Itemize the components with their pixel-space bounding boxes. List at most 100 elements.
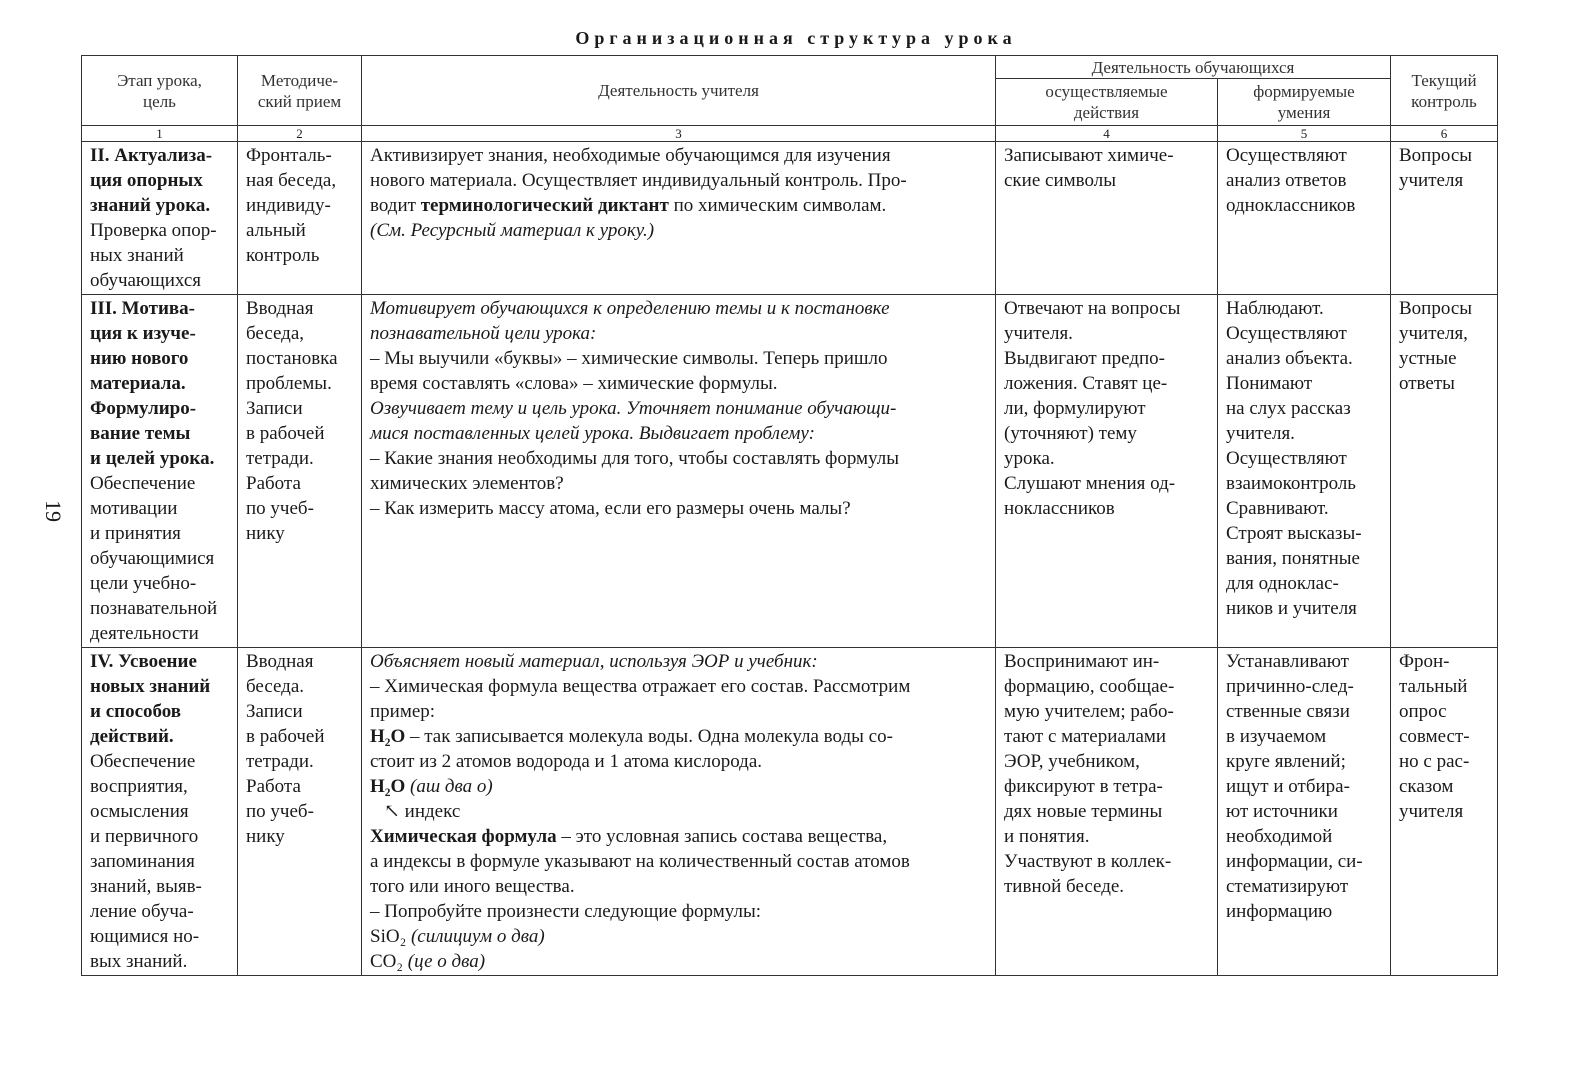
text-line: ция опорных	[90, 168, 229, 193]
text-line: знаний урока.	[90, 193, 229, 218]
text-segment: – Попробуйте произнести следующие формул…	[370, 901, 761, 922]
text-line: беседа,	[246, 321, 353, 346]
text-line: учителя.	[1226, 421, 1382, 446]
text-segment: запоминания	[90, 851, 195, 872]
text-line: ющимися но-	[90, 924, 229, 949]
text-line: на слух рассказ	[1226, 396, 1382, 421]
text-line: химических элементов?	[370, 471, 987, 496]
text-line: ские символы	[1004, 168, 1209, 193]
text-line: – Какие знания необходимы для того, чтоб…	[370, 446, 987, 471]
text-line: нию нового	[90, 346, 229, 371]
text-line: а индексы в формуле указывают на количес…	[370, 849, 987, 874]
text-segment: а индексы в формуле указывают на количес…	[370, 851, 910, 872]
text-segment: терминологический диктант	[420, 195, 669, 216]
control-cell: Вопросы учителя	[1390, 141, 1498, 295]
text-segment: осмысления	[90, 801, 189, 822]
text-line: мися поставленных целей урока. Выдвигает…	[370, 421, 987, 446]
text-segment: круге явлений;	[1226, 751, 1346, 772]
student-actions-cell: Отвечают на вопросы учителя. Выдвигают пре…	[995, 294, 1218, 648]
text-segment: мую учителем; рабо-	[1004, 701, 1174, 722]
text-line: Наблюдают.	[1226, 296, 1382, 321]
text-segment: ответы	[1399, 373, 1455, 394]
text-segment: ная беседа,	[246, 170, 337, 191]
text-line: Объясняет новый материал, используя ЭОР …	[370, 649, 987, 674]
text-line: тетради.	[246, 749, 353, 774]
text-segment: деятельности	[90, 623, 199, 644]
text-segment: цели учебно-	[90, 573, 197, 594]
text-segment: CO₂	[370, 951, 404, 972]
stage-cell: IV. Усвоение новых знаний и способов действ…	[81, 647, 238, 976]
text-line: Активизирует знания, необходимые обучающ…	[370, 143, 987, 168]
text-line: ют источники	[1226, 799, 1382, 824]
text-segment: и целей урока.	[90, 448, 215, 469]
text-segment: учителя.	[1226, 423, 1295, 444]
header-method: Методиче- ский прием	[237, 55, 362, 126]
method-cell: Фронталь-ная беседа, индивиду-альный контр…	[237, 141, 362, 295]
text-line: ных знаний	[90, 243, 229, 268]
text-line: индивиду-	[246, 193, 353, 218]
text-segment: ЭОР, учебником,	[1004, 751, 1140, 772]
text-line: Озвучивает тему и цель урока. Уточняет п…	[370, 396, 987, 421]
text-segment: Химическая формула	[370, 826, 557, 847]
text-line: нового материала. Осуществляет индивидуа…	[370, 168, 987, 193]
text-segment: – Мы выучили «буквы» – химические символ…	[370, 348, 888, 369]
text-segment: информации, си-	[1226, 851, 1363, 872]
column-number: 1	[81, 125, 238, 142]
text-segment: Воспринимают ин-	[1004, 651, 1160, 672]
text-segment: формацию, сообщае-	[1004, 676, 1175, 697]
text-segment: и принятия	[90, 523, 181, 544]
text-line: ЭОР, учебником,	[1004, 749, 1209, 774]
text-line: H₂O (аш два о)	[370, 774, 987, 799]
text-line: взаимоконтроль	[1226, 471, 1382, 496]
text-line: анализ объекта.	[1226, 346, 1382, 371]
student-actions-cell: Воспринимают ин-формацию, сообщае-мую уч…	[995, 647, 1218, 976]
text-segment: индивиду-	[246, 195, 331, 216]
text-segment: ных знаний	[90, 245, 184, 266]
text-segment: новых знаний	[90, 676, 211, 697]
text-line: для одноклас-	[1226, 571, 1382, 596]
text-segment: действий.	[90, 726, 174, 747]
text-segment: восприятия,	[90, 776, 188, 797]
text-segment: Обеспечение	[90, 473, 196, 494]
text-segment: анализ ответов	[1226, 170, 1347, 191]
text-segment: (це о два)	[403, 951, 486, 972]
text-segment: Слушают мнения од-	[1004, 473, 1176, 494]
text-segment: стематизируют	[1226, 876, 1349, 897]
control-cell: Фрон-тальный опрос совмест-но с рас-сказом…	[1390, 647, 1498, 976]
text-segment: ют источники	[1226, 801, 1338, 822]
text-line: ↖ индекс	[370, 799, 987, 824]
text-segment: нового материала. Осуществляет индивидуа…	[370, 170, 907, 191]
text-segment: Озвучивает тему и цель урока. Уточняет п…	[370, 398, 897, 419]
text-line: по учеб-	[246, 496, 353, 521]
text-line: и принятия	[90, 521, 229, 546]
header-stage: Этап урока, цель	[81, 55, 238, 126]
text-line: Фрон-	[1399, 649, 1489, 674]
text-segment: постановка	[246, 348, 338, 369]
header-actions: осуществляемые действия	[995, 78, 1218, 126]
text-segment: ственные связи	[1226, 701, 1350, 722]
text-line: круге явлений;	[1226, 749, 1382, 774]
text-segment: знаний урока.	[90, 195, 211, 216]
text-segment: Активизирует знания, необходимые обучающ…	[370, 145, 891, 166]
text-segment: информацию	[1226, 901, 1333, 922]
text-segment: Записывают химиче-	[1004, 145, 1174, 166]
method-cell: Вводная беседа. Записи в рабочей тетради. Р…	[237, 647, 362, 976]
text-segment: взаимоконтроль	[1226, 473, 1356, 494]
text-segment: Наблюдают.	[1226, 298, 1324, 319]
text-line: Фронталь-	[246, 143, 353, 168]
header-control: Текущий контроль	[1390, 55, 1498, 126]
text-segment: того или иного вещества.	[370, 876, 575, 897]
text-segment: контроль	[246, 245, 320, 266]
text-line: фиксируют в тетра-	[1004, 774, 1209, 799]
text-segment: дях новые термины	[1004, 801, 1163, 822]
text-segment: Сравнивают.	[1226, 498, 1329, 519]
text-segment: необходимой	[1226, 826, 1333, 847]
text-segment: Мотивирует обучающихся к определению тем…	[370, 298, 890, 319]
text-segment: причинно-след-	[1226, 676, 1354, 697]
text-line: действий.	[90, 724, 229, 749]
text-segment: тальный	[1399, 676, 1468, 697]
text-segment: нию нового	[90, 348, 189, 369]
text-segment: Вопросы	[1399, 145, 1473, 166]
text-segment: H₂O	[370, 776, 406, 797]
text-line: Записи	[246, 699, 353, 724]
